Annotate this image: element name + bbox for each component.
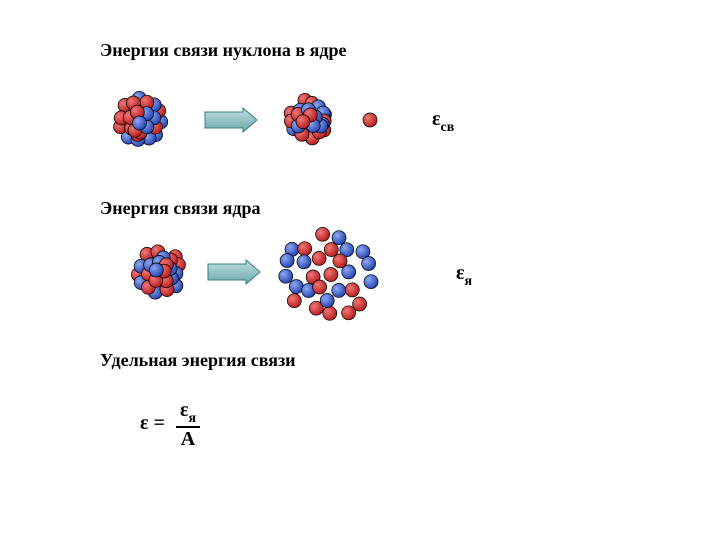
nucleon-cluster <box>114 91 168 146</box>
nucleon-cluster <box>279 227 378 320</box>
nucleon-cluster <box>284 93 331 145</box>
arrow-icon <box>208 260 260 284</box>
nuclear-diagram <box>0 0 720 540</box>
arrow-icon <box>205 108 257 132</box>
nucleon-cluster <box>131 245 185 299</box>
